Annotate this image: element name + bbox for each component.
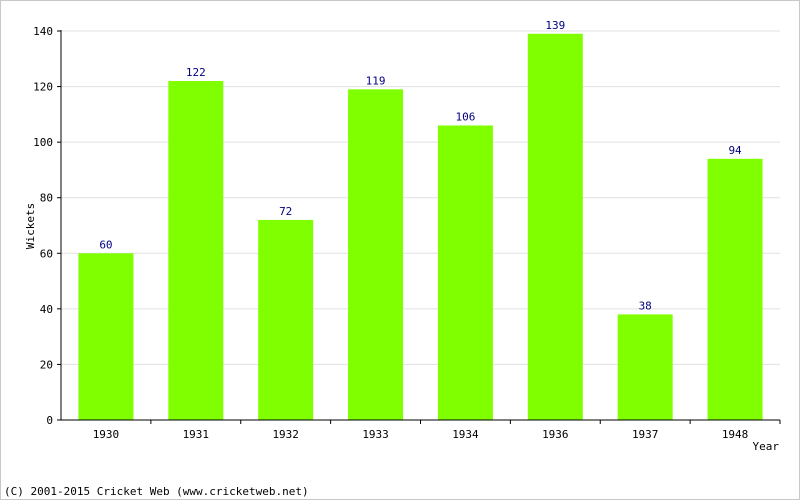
y-tick-label: 20 xyxy=(40,358,53,371)
data-label-1934: 106 xyxy=(456,110,476,123)
bar-1937 xyxy=(617,314,673,420)
data-label-1936: 139 xyxy=(545,19,565,32)
y-tick-label: 140 xyxy=(33,25,53,38)
x-tick-label: 1937 xyxy=(632,428,659,441)
y-tick-label: 120 xyxy=(33,81,53,94)
data-label-1930: 60 xyxy=(99,238,112,251)
y-tick-label: 60 xyxy=(40,247,53,260)
bar-1936 xyxy=(527,33,583,421)
x-tick-label: 1932 xyxy=(272,428,299,441)
y-tick-label: 40 xyxy=(40,303,53,316)
bar-1948 xyxy=(707,158,763,421)
y-tick-label: 80 xyxy=(40,192,53,205)
data-label-1931: 122 xyxy=(186,66,206,79)
data-label-1948: 94 xyxy=(728,144,742,157)
x-tick-label: 1948 xyxy=(722,428,749,441)
y-tick-label: 100 xyxy=(33,136,53,149)
bar-series xyxy=(78,33,763,421)
x-axis-title: Year xyxy=(753,440,780,453)
axes xyxy=(57,30,781,424)
copyright-footer: (C) 2001-2015 Cricket Web (www.cricketwe… xyxy=(4,485,309,498)
bar-1931 xyxy=(168,81,224,420)
y-axis-title: Wickets xyxy=(24,203,37,249)
bar-1933 xyxy=(348,89,404,420)
bar-1932 xyxy=(258,219,314,420)
bar-1930 xyxy=(78,253,134,420)
x-tick-label: 1930 xyxy=(93,428,120,441)
y-tick-label: 0 xyxy=(46,414,53,427)
x-tick-label: 1933 xyxy=(362,428,389,441)
tick-labels: 0 20 40 60 80 100 120 140 1930 1931 1932 1933 1934 19… xyxy=(33,25,748,441)
data-label-1937: 38 xyxy=(639,299,652,312)
data-labels: 60 122 72 119 106 139 38 94 xyxy=(99,19,742,313)
x-tick-label: 1934 xyxy=(452,428,479,441)
x-tick-label: 1936 xyxy=(542,428,569,441)
x-tick-label: 1931 xyxy=(183,428,210,441)
bar-1934 xyxy=(437,125,493,420)
data-label-1932: 72 xyxy=(279,205,292,218)
data-label-1933: 119 xyxy=(366,74,386,87)
